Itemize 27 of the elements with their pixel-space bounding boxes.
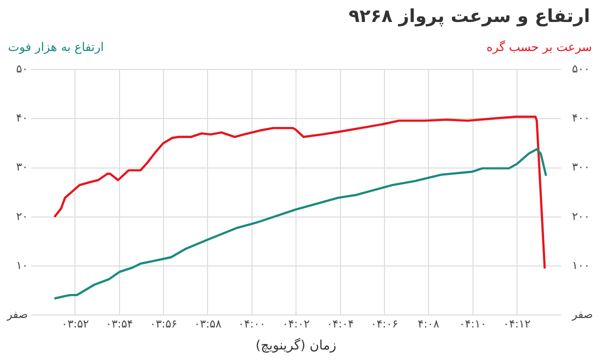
y-tick-label: ۳۰ (16, 160, 28, 174)
y2-tick-label: ۱۰۰ (572, 258, 590, 272)
y2-tick-label: ۲۰۰ (572, 210, 590, 223)
y2-tick-label: ۳۰۰ (572, 160, 590, 174)
x-tick-label: ۰۴:۱۲ (503, 318, 531, 331)
y-tick-label: ۵۰ (16, 62, 28, 76)
x-tick-label: ۰۳:۵۲ (62, 318, 89, 331)
x-tick-label: ۰۴:۰۰ (238, 318, 266, 331)
y2-tick-label: ۵۰۰ (572, 62, 590, 76)
y2-tick-label: صفر (571, 308, 594, 322)
y2-axis-title: سرعت بر حسب گره (486, 40, 592, 56)
x-tick-label: ۴:۰۸ (418, 318, 440, 331)
x-tick-label: ۰۴:۱۰ (459, 318, 486, 331)
y-tick-label: ۱۰ (16, 258, 28, 272)
x-tick-label: ۰۳:۵۴ (106, 318, 134, 331)
x-axis-title: زمان (گرینویچ) (256, 338, 336, 354)
y-axis-title: ارتفاع به هزار فوت (8, 40, 104, 56)
x-tick-label: ۰۴:۰۶ (370, 318, 398, 331)
x-tick-label: ۰۴:۰۴ (326, 318, 354, 331)
chart-title: ارتفاع و سرعت پرواز ۹۲۶۸ (348, 5, 591, 29)
y-tick-label: ۲۰ (16, 210, 28, 223)
x-tick-label: ۰۳:۵۸ (194, 318, 222, 331)
x-tick-label: ۰۴:۰۲ (282, 318, 310, 331)
y-tick-label: صفر (6, 308, 28, 322)
y-tick-label: ۴۰ (16, 112, 28, 125)
y2-tick-label: ۴۰۰ (572, 112, 590, 125)
x-tick-label: ۰۳:۵۶ (150, 318, 178, 331)
